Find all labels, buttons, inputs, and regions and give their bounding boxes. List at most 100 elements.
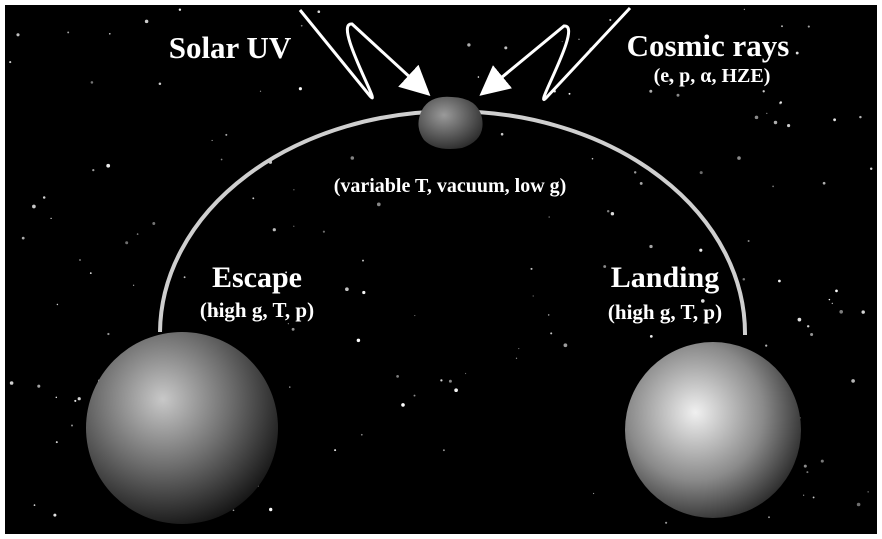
star <box>806 325 810 328</box>
star <box>742 277 746 281</box>
star <box>833 118 837 122</box>
star <box>77 397 81 401</box>
star <box>136 233 139 235</box>
star <box>743 8 746 11</box>
star <box>158 82 162 85</box>
star <box>500 132 504 136</box>
star <box>132 284 135 286</box>
star <box>578 38 580 41</box>
star <box>89 272 92 274</box>
star <box>269 507 273 512</box>
star <box>42 196 46 199</box>
star <box>287 323 289 325</box>
star <box>803 494 805 496</box>
star <box>33 504 36 506</box>
star <box>220 158 223 161</box>
star <box>822 181 826 185</box>
star <box>633 171 637 174</box>
star <box>547 314 550 316</box>
star <box>700 299 705 303</box>
star <box>563 343 568 348</box>
star <box>9 381 14 385</box>
star <box>639 181 643 185</box>
cosmic-rays-label: Cosmic rays <box>627 28 790 63</box>
star <box>108 32 111 35</box>
star <box>649 335 653 338</box>
star <box>413 394 416 397</box>
star <box>454 388 458 393</box>
star <box>787 124 791 128</box>
star <box>766 112 768 115</box>
planet-mars <box>86 332 278 524</box>
star <box>676 93 680 97</box>
star <box>448 379 452 383</box>
star <box>360 433 363 436</box>
star <box>55 396 58 399</box>
star <box>291 327 295 331</box>
star <box>603 265 607 268</box>
star <box>74 399 77 402</box>
star <box>772 185 774 188</box>
star <box>440 379 443 382</box>
star <box>106 163 111 168</box>
star <box>414 315 416 317</box>
star <box>609 18 612 22</box>
star <box>79 259 81 261</box>
star <box>649 244 653 249</box>
star <box>125 241 129 245</box>
star <box>376 202 381 207</box>
star <box>9 61 12 64</box>
escape-label: Escape <box>212 261 302 294</box>
star <box>859 115 862 119</box>
star <box>178 8 182 11</box>
star <box>550 332 553 335</box>
star <box>152 222 156 225</box>
star <box>820 459 824 463</box>
star <box>606 209 610 213</box>
star <box>797 317 802 322</box>
solar-uv-label: Solar UV <box>169 30 292 65</box>
star <box>362 290 366 295</box>
star <box>737 156 741 160</box>
star <box>610 212 615 216</box>
star <box>293 225 295 227</box>
star <box>649 89 653 93</box>
star <box>665 521 668 524</box>
star <box>795 51 799 55</box>
star <box>211 139 213 141</box>
star <box>851 379 855 383</box>
star <box>781 25 783 28</box>
star <box>828 298 831 301</box>
planet-earth <box>625 342 801 518</box>
star <box>362 259 364 262</box>
star <box>754 115 759 120</box>
star <box>50 217 52 220</box>
star <box>839 310 843 314</box>
star <box>532 295 534 297</box>
star <box>807 25 810 28</box>
star <box>668 78 673 82</box>
star <box>293 189 295 191</box>
star <box>530 267 533 270</box>
landing-label: Landing <box>611 261 719 294</box>
star <box>810 332 814 337</box>
star <box>835 289 838 293</box>
star <box>259 90 262 92</box>
star <box>515 357 518 359</box>
star <box>16 33 20 37</box>
star <box>869 167 873 170</box>
star <box>568 92 571 95</box>
star <box>183 276 186 279</box>
star <box>107 332 110 336</box>
star <box>356 338 361 343</box>
cosmic-types-label: (e, p, α, HZE) <box>654 65 771 87</box>
star <box>609 312 611 314</box>
star <box>831 302 833 305</box>
star <box>345 287 349 292</box>
star <box>812 496 815 499</box>
star <box>699 171 703 175</box>
transit-conditions: (variable T, vacuum, low g) <box>334 175 567 197</box>
star <box>765 344 768 347</box>
star <box>477 76 480 78</box>
star <box>144 19 149 24</box>
